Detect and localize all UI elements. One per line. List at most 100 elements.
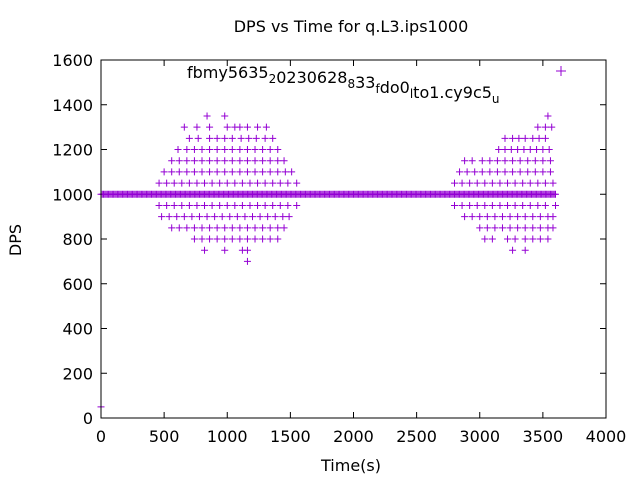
data-point	[552, 201, 559, 209]
data-point	[188, 213, 196, 221]
data-point	[243, 235, 251, 243]
data-point	[468, 213, 476, 221]
data-point	[231, 201, 239, 209]
data-point	[498, 213, 506, 221]
data-point	[208, 179, 216, 187]
data-point	[163, 201, 171, 209]
data-point	[261, 134, 269, 142]
data-point	[206, 157, 214, 165]
data-point	[496, 201, 504, 209]
data-point	[243, 123, 251, 131]
data-point	[534, 201, 542, 209]
data-point	[198, 157, 206, 165]
x-tick-label: 3000	[459, 427, 500, 446]
data-point	[493, 157, 501, 165]
data-point	[236, 123, 244, 131]
x-tick-label: 4000	[586, 427, 627, 446]
data-point	[168, 157, 176, 165]
data-point	[251, 146, 259, 153]
data-point	[486, 157, 494, 165]
data-point	[243, 146, 251, 153]
data-point	[521, 246, 529, 254]
data-point	[190, 235, 198, 243]
data-point	[194, 134, 202, 142]
data-point	[536, 213, 544, 221]
x-tick-label: 1500	[270, 427, 311, 446]
data-point	[476, 224, 484, 232]
data-point	[185, 134, 193, 142]
data-points	[97, 112, 559, 411]
data-point	[206, 168, 214, 176]
data-point	[274, 146, 282, 153]
data-point	[526, 146, 534, 153]
data-point	[238, 201, 246, 209]
data-point	[201, 179, 209, 187]
data-point	[163, 179, 171, 187]
data-point	[206, 146, 214, 153]
data-point	[274, 235, 282, 243]
data-point	[491, 213, 499, 221]
data-point	[201, 201, 209, 209]
y-tick-label: 1600	[52, 51, 93, 70]
data-point	[526, 179, 534, 187]
data-point	[481, 235, 489, 243]
data-point	[259, 146, 267, 153]
data-point	[193, 179, 201, 187]
data-point	[228, 157, 236, 165]
data-point	[476, 213, 484, 221]
data-point	[269, 201, 277, 209]
data-point	[259, 224, 267, 232]
data-point	[221, 224, 229, 232]
data-point	[233, 213, 241, 221]
data-point	[254, 123, 262, 131]
x-tick-label: 0	[96, 427, 106, 446]
data-point	[478, 168, 486, 176]
data-point	[529, 235, 537, 243]
data-point	[208, 201, 216, 209]
data-point	[168, 224, 176, 232]
data-point	[514, 146, 522, 153]
data-point	[221, 112, 229, 120]
data-point	[501, 157, 509, 165]
legend-text-part: 33	[355, 73, 375, 92]
data-point	[243, 246, 251, 254]
legend-label: fbmy563520230628833fdo0lto1.cy9c5u	[187, 63, 500, 106]
data-point	[241, 213, 249, 221]
data-point	[552, 190, 559, 198]
data-point	[185, 201, 193, 209]
data-point	[201, 246, 209, 254]
data-point	[486, 168, 494, 176]
data-point	[254, 201, 262, 209]
data-point	[451, 179, 458, 187]
data-point	[515, 134, 523, 142]
data-point	[521, 235, 529, 243]
data-point	[458, 201, 466, 209]
data-point	[183, 168, 191, 176]
data-point	[170, 179, 178, 187]
data-point	[228, 146, 236, 153]
data-point	[533, 146, 541, 153]
data-point	[155, 201, 163, 209]
data-point	[221, 246, 229, 254]
data-point	[468, 157, 476, 165]
data-point	[507, 146, 515, 153]
data-point	[175, 157, 183, 165]
data-point	[546, 157, 554, 165]
data-point	[280, 224, 288, 232]
data-point	[506, 224, 514, 232]
legend-subscript: l	[410, 87, 413, 101]
y-tick-label: 1200	[52, 141, 93, 160]
data-point	[266, 157, 274, 165]
data-point	[545, 146, 553, 153]
data-point	[549, 224, 557, 232]
data-point	[293, 201, 301, 209]
y-tick-label: 1000	[52, 185, 93, 204]
data-point	[190, 224, 198, 232]
data-point	[466, 201, 474, 209]
data-point	[531, 168, 539, 176]
chart-title: DPS vs Time for q.L3.ips1000	[234, 17, 469, 36]
data-point	[458, 179, 466, 187]
data-point	[190, 146, 198, 153]
data-point	[160, 168, 168, 176]
legend-text-part: 0230628	[276, 68, 347, 87]
